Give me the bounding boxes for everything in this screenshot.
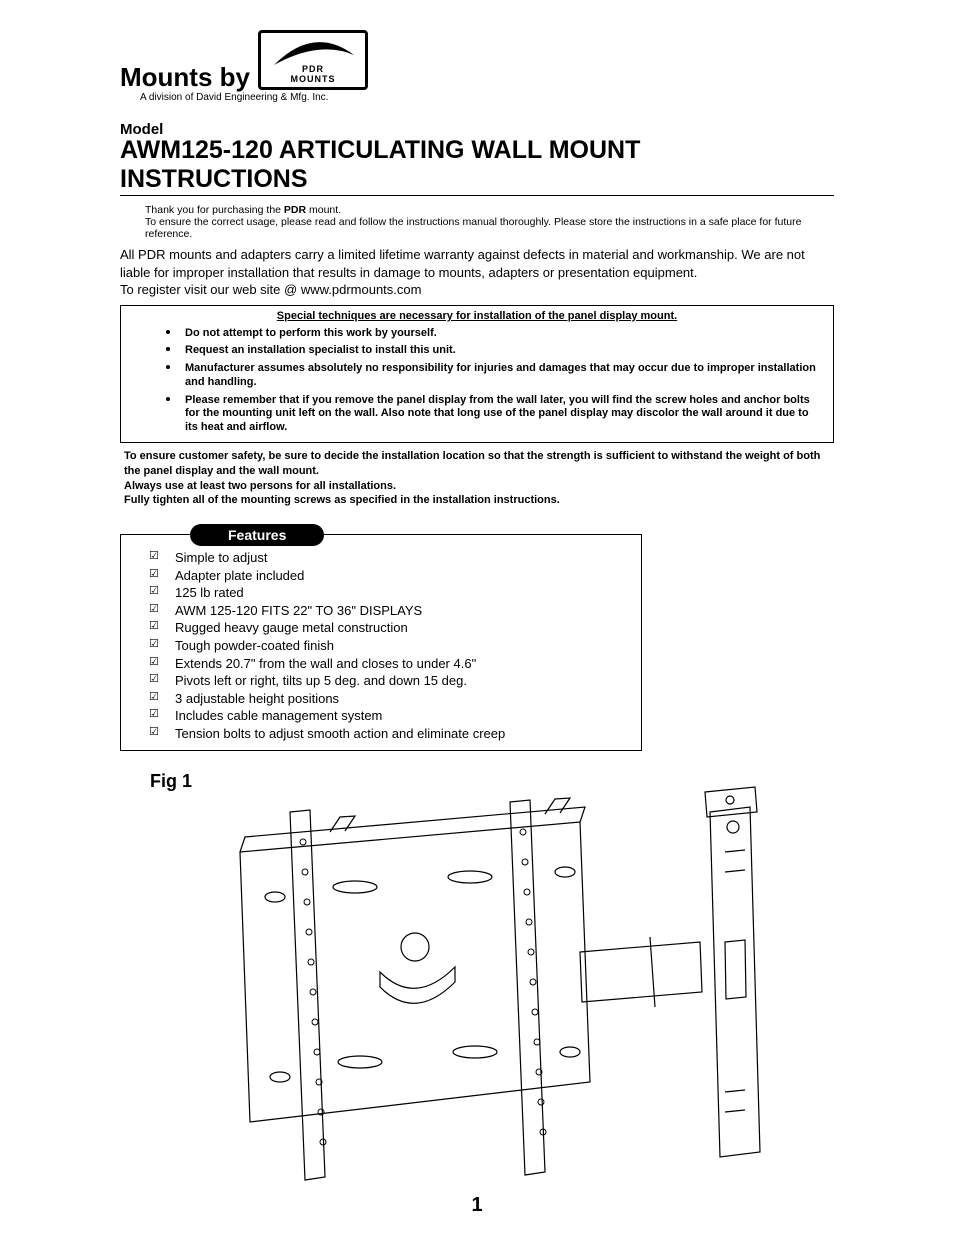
page-number: 1 (0, 1194, 954, 1217)
feature-item: Adapter plate included (149, 567, 629, 585)
warranty-p2: To register visit our web site @ www.pdr… (120, 281, 834, 299)
division-text: A division of David Engineering & Mfg. I… (140, 92, 834, 103)
techniques-item: Manufacturer assumes absolutely no respo… (181, 359, 823, 390)
mounts-by-label: Mounts by (120, 64, 250, 90)
thanks-bold: PDR (284, 204, 306, 216)
feature-item: Tough powder-coated finish (149, 637, 629, 655)
figure-1-diagram (180, 782, 800, 1182)
logo-text-2: MOUNTS (291, 74, 336, 84)
warranty-p1: All PDR mounts and adapters carry a limi… (120, 246, 834, 281)
features-heading: Features (190, 524, 324, 546)
safety-p2: Always use at least two persons for all … (124, 479, 830, 494)
techniques-item: Request an installation specialist to in… (181, 341, 823, 358)
feature-item: Pivots left or right, tilts up 5 deg. an… (149, 672, 629, 690)
page-title: AWM125-120 ARTICULATING WALL MOUNT INSTR… (120, 136, 834, 196)
feature-item: Includes cable management system (149, 707, 629, 725)
techniques-box: Special techniques are necessary for ins… (120, 305, 834, 443)
instruction-page: Mounts by PDR MOUNTS A division of David… (0, 0, 954, 1235)
pdr-logo: PDR MOUNTS (258, 30, 368, 90)
safety-p1: To ensure customer safety, be sure to de… (124, 449, 830, 479)
safety-p3: Fully tighten all of the mounting screws… (124, 493, 830, 508)
feature-item: Simple to adjust (149, 549, 629, 567)
features-list: Simple to adjust Adapter plate included … (149, 549, 629, 742)
techniques-title: Special techniques are necessary for ins… (131, 310, 823, 322)
feature-item: 3 adjustable height positions (149, 690, 629, 708)
header: Mounts by PDR MOUNTS (120, 30, 834, 90)
thanks-pre: Thank you for purchasing the (145, 204, 284, 216)
techniques-item: Please remember that if you remove the p… (181, 391, 823, 435)
features-box: Simple to adjust Adapter plate included … (120, 534, 642, 751)
safety-block: To ensure customer safety, be sure to de… (120, 449, 834, 508)
mount-diagram-icon (180, 782, 800, 1182)
techniques-item: Do not attempt to perform this work by y… (181, 324, 823, 341)
ensure-text: To ensure the correct usage, please read… (145, 216, 801, 240)
logo-swoosh-icon (269, 35, 359, 73)
feature-item: Rugged heavy gauge metal construction (149, 619, 629, 637)
feature-item: Tension bolts to adjust smooth action an… (149, 725, 629, 743)
techniques-list: Do not attempt to perform this work by y… (131, 324, 823, 435)
feature-item: AWM 125-120 FITS 22" TO 36" DISPLAYS (149, 602, 629, 620)
intro-block: Thank you for purchasing the PDR mount. … (145, 204, 834, 240)
thanks-post: mount. (306, 204, 341, 216)
feature-item: 125 lb rated (149, 584, 629, 602)
warranty-block: All PDR mounts and adapters carry a limi… (120, 246, 834, 299)
feature-item: Extends 20.7" from the wall and closes t… (149, 655, 629, 673)
